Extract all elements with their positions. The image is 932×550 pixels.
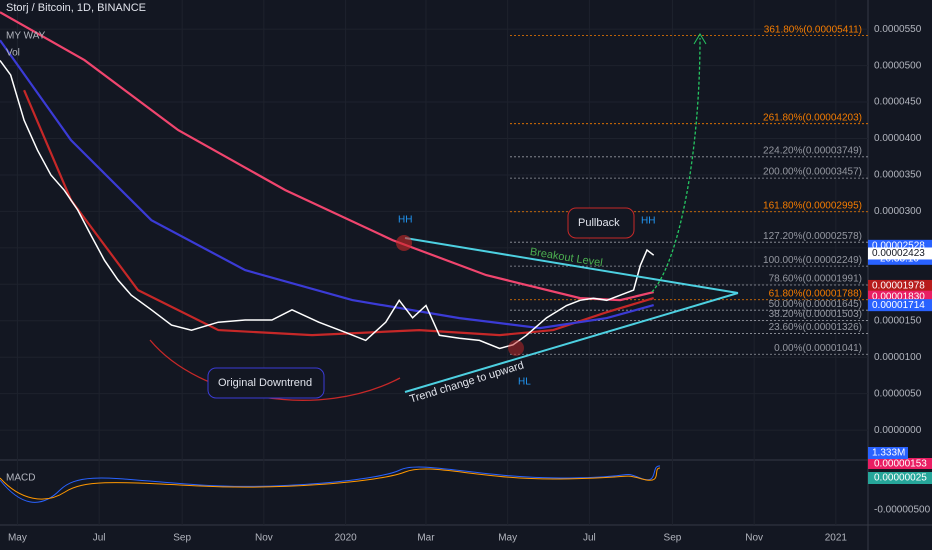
fib-label: 78.60%(0.00001991) — [769, 274, 862, 285]
price-line — [0, 60, 655, 350]
x-tick-label: 2021 — [825, 533, 848, 544]
support-line — [404, 292, 739, 393]
volume-tag-label: 1.333M — [872, 448, 905, 459]
indicator-label: MY WAY — [6, 31, 46, 42]
y-tick-label: 0.0000350 — [874, 170, 922, 181]
y-tick-label: 0.0000050 — [874, 388, 922, 399]
fib-label: 0.00%(0.00001041) — [774, 343, 862, 354]
y-tick-label: 0.0000500 — [874, 60, 922, 71]
x-tick-label: Mar — [417, 533, 435, 544]
macd-title: MACD — [6, 473, 35, 484]
x-tick-label: Sep — [664, 533, 682, 544]
hh-label: HH — [641, 216, 655, 227]
hh-label: HH — [398, 215, 412, 226]
fib-label: 224.20%(0.00003749) — [763, 145, 862, 156]
y-tick-label: 0.0000550 — [874, 24, 922, 35]
x-tick-label: May — [8, 533, 27, 544]
macd-tag — [868, 458, 932, 469]
pullback-box — [567, 207, 635, 239]
fib-label: 161.80%(0.00002995) — [763, 200, 862, 211]
macd-line — [0, 465, 661, 503]
macd-tag-label: 0.00000153 — [874, 459, 927, 470]
price-tag — [868, 247, 932, 260]
x-tick-label: May — [498, 533, 517, 544]
macd-tag — [868, 472, 932, 484]
downtrend-box — [207, 367, 325, 399]
x-tick-label: Jul — [93, 533, 106, 544]
price-tag-label: 0.00001714 — [872, 300, 925, 311]
x-tick-label: Nov — [255, 533, 273, 544]
resistance-line — [404, 237, 739, 294]
macd-tick-label: -0.00000500 — [874, 505, 931, 516]
y-tick-label: 0.0000400 — [874, 133, 922, 144]
macd-tag-label: 0.00000025 — [874, 473, 927, 484]
hl-label: HL — [518, 377, 531, 388]
fib-label: 127.20%(0.00002578) — [763, 231, 862, 242]
y-tick-label: 0.0000100 — [874, 352, 922, 363]
hl-marker — [508, 340, 524, 356]
pullback-label: Pullback — [578, 217, 620, 229]
y-tick-label: 0.0000450 — [874, 97, 922, 108]
x-tick-label: Jul — [583, 533, 596, 544]
fib-label: 50.00%(0.00001645) — [769, 299, 862, 310]
price-tag-label: 0.00002423 — [872, 248, 925, 259]
y-tick-label: 0.0000000 — [874, 425, 922, 436]
price-line — [0, 39, 654, 330]
fib-label: 200.00%(0.00003457) — [763, 167, 862, 178]
signal-line — [0, 467, 661, 500]
fib-label: 61.80%(0.00001788) — [769, 288, 862, 299]
downtrend-label: Original Downtrend — [218, 377, 312, 389]
price-tag-label: 0.00001830 — [872, 291, 925, 302]
indicator-label: Vol — [6, 48, 20, 59]
price-tag-label: 0.00002528 — [872, 240, 925, 251]
arrow-head — [693, 33, 707, 45]
price-line — [0, 11, 654, 302]
fib-label: 261.80%(0.00004203) — [763, 112, 862, 123]
y-tick-label: 0.0000300 — [874, 206, 922, 217]
price-tag — [868, 299, 932, 312]
chart-title: Storj / Bitcoin, 1D, BINANCE — [6, 2, 146, 14]
fib-label: 38.20%(0.00001503) — [769, 309, 862, 320]
fib-label: 361.80%(0.00005411) — [764, 24, 862, 35]
price-tag — [868, 279, 932, 292]
fib-label: 23.60%(0.00001326) — [769, 322, 862, 333]
hh-marker — [396, 235, 412, 251]
x-tick-label: Nov — [745, 533, 763, 544]
y-tick-label: 0.0000150 — [874, 315, 922, 326]
fib-label: 100.00%(0.00002249) — [763, 255, 862, 266]
x-tick-label: 2020 — [334, 533, 357, 544]
x-tick-label: Sep — [173, 533, 191, 544]
price-tag-label: 0.00001978 — [872, 281, 925, 292]
volume-tag — [868, 447, 908, 459]
